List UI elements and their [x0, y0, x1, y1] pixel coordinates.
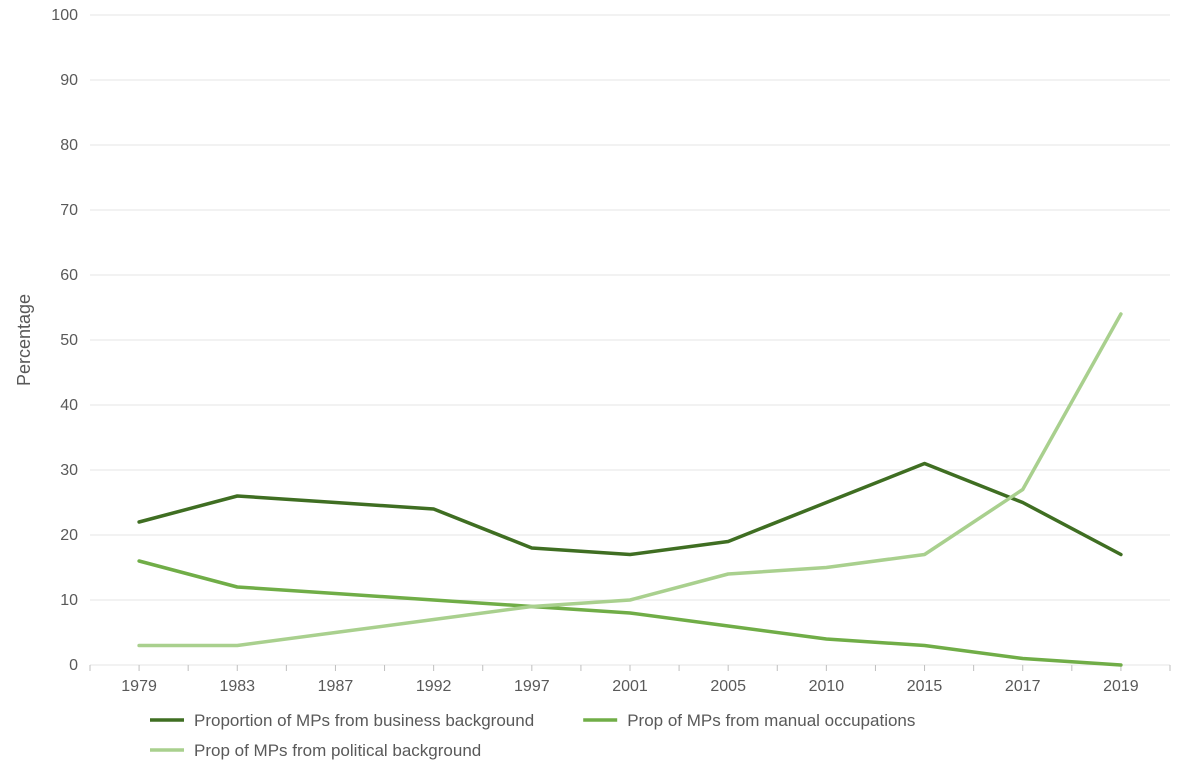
- y-tick-label: 30: [60, 462, 78, 479]
- x-tick-label: 2017: [1005, 678, 1041, 695]
- x-tick-label: 1979: [121, 678, 157, 695]
- y-tick-label: 50: [60, 332, 78, 349]
- y-tick-label: 60: [60, 267, 78, 284]
- x-tick-label: 1992: [416, 678, 452, 695]
- x-tick-label: 2001: [612, 678, 648, 695]
- x-tick-label: 1997: [514, 678, 550, 695]
- legend-label: Prop of MPs from manual occupations: [627, 711, 915, 730]
- y-tick-label: 20: [60, 527, 78, 544]
- y-tick-label: 70: [60, 202, 78, 219]
- line-chart: 0 10 20 30 40 50 60 70 80 90 100 1979 1983 1987 1992 19…: [0, 0, 1200, 767]
- y-tick-label: 10: [60, 592, 78, 609]
- x-tick-label: 1983: [219, 678, 255, 695]
- chart-svg: 0 10 20 30 40 50 60 70 80 90 100 1979 1983 1987 1992 19…: [0, 0, 1200, 767]
- y-tick-label: 100: [51, 7, 78, 24]
- x-tick-label: 2010: [809, 678, 845, 695]
- y-tick-label: 0: [69, 657, 78, 674]
- y-tick-label: 80: [60, 137, 78, 154]
- legend-label: Prop of MPs from political background: [194, 741, 481, 760]
- series-line-0: [139, 464, 1121, 555]
- x-tick-label: 2015: [907, 678, 943, 695]
- series-line-1: [139, 561, 1121, 665]
- legend-label: Proportion of MPs from business backgrou…: [194, 711, 534, 730]
- series-line-2: [139, 314, 1121, 646]
- x-tick-label: 2019: [1103, 678, 1139, 695]
- y-tick-label: 90: [60, 72, 78, 89]
- x-tick-label: 2005: [710, 678, 746, 695]
- x-tick-label: 1987: [318, 678, 354, 695]
- y-tick-label: 40: [60, 397, 78, 414]
- y-axis-label: Percentage: [14, 294, 34, 386]
